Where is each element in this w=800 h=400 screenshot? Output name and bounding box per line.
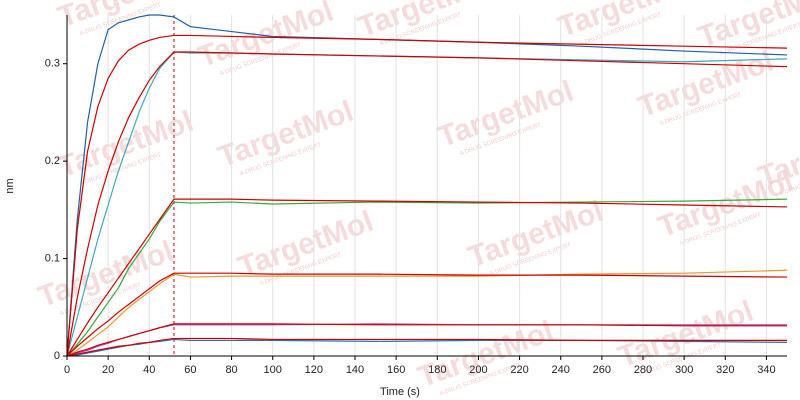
y-tick-label: 0.1: [45, 252, 60, 264]
grid: [66, 15, 767, 356]
x-tick-label: 20: [102, 364, 114, 376]
lines: [66, 14, 788, 357]
series-line: [66, 272, 788, 357]
y-tick-label: 0.2: [45, 155, 60, 167]
axes: [66, 15, 787, 357]
y-tick-label: 0.3: [45, 58, 60, 70]
watermark: TargetMol: [214, 95, 358, 174]
x-tick-label: 340: [757, 364, 775, 376]
watermark: TargetMol: [234, 205, 378, 284]
watermark: TargetMol: [54, 105, 198, 184]
x-tick-label: 300: [675, 364, 693, 376]
x-tick-label: 60: [184, 364, 196, 376]
watermark: TargetMol: [634, 45, 778, 124]
x-tick-label: 240: [552, 364, 570, 376]
series-line: [66, 337, 787, 357]
x-tick-label: 100: [264, 364, 282, 376]
y-axis-label: nm: [4, 178, 16, 193]
series-line: [66, 14, 788, 357]
watermark: TargetMol: [554, 0, 698, 44]
watermark: TargetMol: [354, 0, 498, 44]
series-line: [66, 198, 788, 357]
x-tick-label: 80: [225, 364, 237, 376]
watermark: TargetMol: [414, 315, 558, 394]
x-tick-label: 260: [593, 364, 611, 376]
x-tick-label: 180: [428, 364, 446, 376]
x-tick-label: 220: [510, 364, 528, 376]
watermark: TargetMol: [614, 295, 758, 374]
x-tick-label: 40: [143, 364, 155, 376]
watermark: TargetMol: [754, 115, 800, 194]
series-line: [66, 269, 788, 357]
x-tick-label: 320: [716, 364, 734, 376]
series-line: [66, 323, 787, 357]
series-line: [66, 51, 788, 357]
watermark: TargetMol: [464, 195, 608, 274]
x-tick-label: 200: [469, 364, 487, 376]
x-tick-label: 120: [305, 364, 323, 376]
x-tick-label: 0: [64, 364, 70, 376]
x-axis-label: Time (s): [380, 386, 420, 398]
series-line: [66, 338, 788, 357]
series-line: [66, 34, 788, 357]
x-tick-label: 140: [346, 364, 364, 376]
series-line: [66, 198, 788, 357]
x-tick-label: 160: [387, 364, 405, 376]
watermark: TargetMol: [434, 75, 578, 154]
watermark: TargetMol: [34, 235, 178, 314]
x-tick-label: 280: [634, 364, 652, 376]
y-tick-label: 0: [54, 350, 60, 362]
